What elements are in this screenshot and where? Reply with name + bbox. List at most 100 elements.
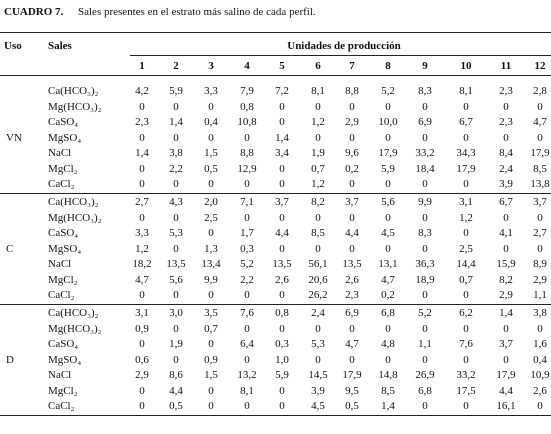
cell-value: 0 <box>537 211 543 224</box>
cell-value: 0 <box>173 178 179 190</box>
cell-value: 2,9 <box>499 289 513 301</box>
uso-label: D <box>6 353 14 366</box>
cell-value: 14,5 <box>308 369 328 381</box>
rule <box>0 32 551 33</box>
cell-value: 2,6 <box>275 273 289 286</box>
cell-value: 26,2 <box>308 289 328 301</box>
cell-value: 17,5 <box>456 384 476 397</box>
salt-name: Mg(HCO₃)₂ <box>48 211 102 224</box>
cell-value: 0 <box>503 211 509 224</box>
cell-value: 4,4 <box>275 227 289 239</box>
cell-value: 8,5 <box>311 227 325 239</box>
cell-value: 2,4 <box>311 307 325 319</box>
cell-value: 0 <box>315 211 321 224</box>
salt-name: CaSO₄ <box>48 116 79 128</box>
cell-value: 0 <box>279 242 285 255</box>
cell-value: 12,9 <box>237 162 257 175</box>
cell-value: 0 <box>208 384 214 397</box>
column-header: 1 <box>139 60 145 72</box>
cell-value: 56,1 <box>308 258 328 270</box>
cell-value: 6,8 <box>418 384 432 397</box>
cell-value: 9,6 <box>345 147 359 159</box>
cell-value: 0 <box>385 211 391 224</box>
cell-value: 17,9 <box>496 369 516 381</box>
cell-value: 0,7 <box>204 322 218 335</box>
cell-value: 4,5 <box>311 400 325 412</box>
cell-value: 34,3 <box>456 147 476 159</box>
column-header: 8 <box>385 60 391 72</box>
cell-value: 0 <box>385 322 391 335</box>
cell-value: 8,1 <box>240 384 254 397</box>
salt-name: CaSO₄ <box>48 227 79 239</box>
cell-value: 0 <box>173 131 179 144</box>
cell-value: 1,5 <box>204 147 218 159</box>
cell-value: 2,5 <box>204 211 218 224</box>
cell-value: 0,9 <box>135 322 149 335</box>
cell-value: 0 <box>208 178 214 190</box>
header-sales: Sales <box>48 40 72 52</box>
cell-value: 17,9 <box>456 162 476 175</box>
cell-value: 0 <box>537 322 543 335</box>
cell-value: 0 <box>173 211 179 224</box>
cell-value: 33,2 <box>456 369 476 381</box>
cell-value: 0 <box>422 322 428 335</box>
cell-value: 0,4 <box>533 353 547 366</box>
cell-value: 0 <box>244 131 250 144</box>
cell-value: 2,5 <box>459 242 473 255</box>
cell-value: 0 <box>139 178 145 190</box>
column-header: 12 <box>534 60 546 72</box>
cell-value: 0,2 <box>381 289 395 301</box>
cell-value: 0 <box>244 322 250 335</box>
rule <box>0 75 551 76</box>
cell-value: 8,5 <box>533 162 547 175</box>
cell-value: 2,4 <box>499 162 513 175</box>
cell-value: 1,4 <box>381 400 395 412</box>
cell-value: 2,7 <box>135 196 149 208</box>
cell-value: 1,2 <box>135 242 149 255</box>
cell-value: 0 <box>463 400 469 412</box>
cell-value: 7,6 <box>459 338 473 350</box>
column-header: 6 <box>315 60 321 72</box>
cell-value: 13,1 <box>378 258 398 270</box>
cell-value: 3,5 <box>204 307 218 319</box>
cell-value: 2,7 <box>533 227 547 239</box>
cell-value: 0 <box>537 242 543 255</box>
rule <box>0 414 551 416</box>
cell-value: 7,9 <box>240 85 254 97</box>
cell-value: 0 <box>139 400 145 412</box>
cell-value: 0 <box>139 384 145 397</box>
cell-value: 4,4 <box>169 384 183 397</box>
cell-value: 0 <box>422 400 428 412</box>
cell-value: 0,8 <box>240 100 254 113</box>
cell-value: 0 <box>422 100 428 113</box>
cell-value: 6,8 <box>381 307 395 319</box>
cell-value: 0 <box>208 100 214 113</box>
cell-value: 4,1 <box>499 227 513 239</box>
salt-name: MgCl₂ <box>48 162 78 175</box>
salt-name: Mg(HCO₃)₂ <box>48 100 102 113</box>
cell-value: 0 <box>279 116 285 128</box>
cell-value: 5,2 <box>418 307 432 319</box>
cell-value: 0 <box>463 178 469 190</box>
cell-value: 13,8 <box>530 178 550 190</box>
cell-value: 0,6 <box>135 353 149 366</box>
cell-value: 2,9 <box>345 116 359 128</box>
cell-value: 0 <box>244 289 250 301</box>
cell-value: 0 <box>244 178 250 190</box>
cell-value: 3,1 <box>459 196 473 208</box>
cell-value: 15,9 <box>496 258 516 270</box>
cell-value: 0 <box>503 242 509 255</box>
cell-value: 0 <box>315 131 321 144</box>
cell-value: 2,3 <box>499 116 513 128</box>
cell-value: 0 <box>349 242 355 255</box>
cell-value: 0 <box>173 322 179 335</box>
cell-value: 0 <box>537 131 543 144</box>
column-header: 3 <box>208 60 214 72</box>
cell-value: 0,4 <box>204 116 218 128</box>
cell-value: 2,2 <box>169 162 183 175</box>
cell-value: 0 <box>244 400 250 412</box>
cell-value: 0 <box>537 400 543 412</box>
table-title: Sales presentes en el estrato más salino… <box>78 6 316 18</box>
cell-value: 0 <box>503 353 509 366</box>
